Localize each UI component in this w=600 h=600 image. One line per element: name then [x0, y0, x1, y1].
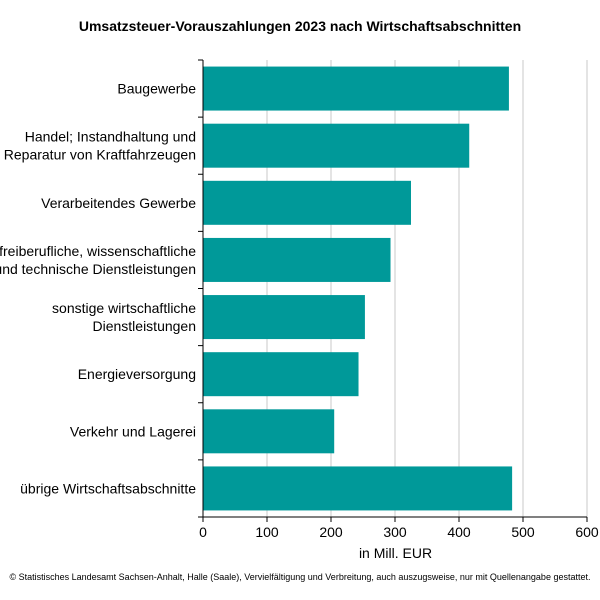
x-tick-label: 500 — [511, 524, 535, 540]
copyright-footer: © Statistisches Landesamt Sachsen-Anhalt… — [9, 572, 591, 582]
category-label: übrige Wirtschaftsabschnitte — [20, 480, 196, 496]
category-label: Verkehr und Lagerei — [70, 423, 196, 439]
bar — [203, 409, 335, 454]
chart-title: Umsatzsteuer-Vorauszahlungen 2023 nach W… — [78, 18, 522, 34]
category-label: Baugewerbe — [117, 81, 196, 97]
x-tick-label: 300 — [383, 524, 407, 540]
bar — [203, 352, 359, 397]
x-tick-label: 400 — [447, 524, 471, 540]
axes: 0 100 200 300 400 500 600 — [198, 59, 599, 540]
bar — [203, 295, 365, 340]
bar — [203, 466, 513, 511]
category-label: Handel; Instandhaltung und Reparatur von … — [4, 129, 196, 163]
bars — [203, 66, 513, 511]
category-label: freiberufliche, wissenschaftliche und tec… — [0, 243, 196, 277]
x-tick-label: 0 — [199, 524, 207, 540]
x-tick-label: 100 — [255, 524, 279, 540]
bar — [203, 66, 509, 111]
bar — [203, 180, 411, 225]
bar — [203, 237, 391, 282]
x-tick-label: 200 — [319, 524, 343, 540]
x-tick-label: 600 — [575, 524, 599, 540]
category-label: Energieversorgung — [78, 366, 196, 382]
category-label: Verarbeitendes Gewerbe — [41, 195, 196, 211]
category-label: sonstige wirtschaftliche Dienstleistungen — [52, 300, 196, 334]
x-axis-label: in Mill. EUR — [358, 545, 433, 561]
bar — [203, 123, 470, 168]
category-labels: Baugewerbe Handel; Instandhaltung und Repa… — [0, 81, 196, 497]
